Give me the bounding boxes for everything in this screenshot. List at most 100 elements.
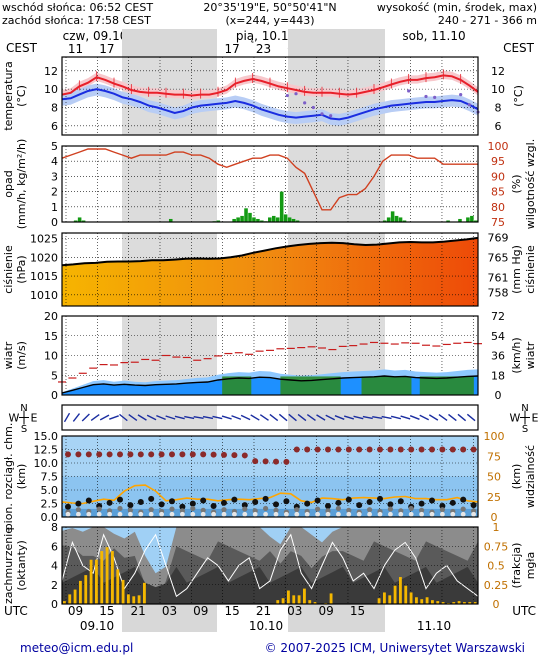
precipitation-bar [446, 220, 450, 222]
fog-dot [273, 511, 279, 517]
low-cloud-bar [73, 589, 77, 604]
high-cloud-base-dot [418, 446, 425, 453]
low-cloud-bar [415, 597, 418, 604]
fog-dot [440, 511, 445, 517]
wind-direction-arrow [119, 413, 128, 422]
y-tick-left: 1015 [30, 270, 58, 283]
high-cloud-base-dot [439, 446, 446, 453]
hour-label-bottom: 21 [256, 604, 271, 618]
cloud-base-dot [429, 497, 435, 504]
axis-title-right: ciśnienie [524, 245, 537, 294]
day-label-top: sob, 11.10 [402, 29, 465, 43]
cloud-base-dot [304, 500, 311, 507]
precipitation-bar [268, 217, 272, 222]
coordinates-text: 20°35'19"E, 50°50'41"N [203, 1, 336, 14]
perceived-temperature-dot [320, 112, 324, 116]
wind-direction-arrow [372, 415, 383, 420]
fog-dot [263, 511, 268, 517]
axis-title: (m/s) [15, 341, 28, 370]
cloud-base-dot [241, 502, 248, 509]
fog-dot [76, 511, 81, 517]
high-cloud-base-dot [148, 451, 155, 458]
low-cloud-base-dot [273, 507, 279, 513]
low-cloud-bar [463, 602, 466, 604]
fog-dot [419, 511, 424, 517]
wind-direction-arrow [231, 415, 242, 420]
high-cloud-base-dot [200, 451, 207, 458]
low-cloud-base-dot [335, 505, 341, 512]
compass-south: S [21, 424, 27, 435]
low-cloud-base-dot [439, 507, 445, 513]
y-tick-left: 5 [51, 369, 58, 382]
hour-label-bottom: 09 [318, 604, 333, 618]
y-tick-right: 100 [488, 140, 509, 153]
time-zone-top-right: CEST [503, 41, 535, 55]
high-cloud-base-dot [106, 451, 113, 458]
night-band-top [288, 29, 385, 57]
y-tick-right: 758 [488, 287, 509, 300]
low-cloud-bar [132, 596, 136, 604]
panel-border [61, 435, 479, 518]
y-tick-left: 5 [51, 140, 58, 153]
low-cloud-bar [431, 600, 434, 604]
precipitation-bar [240, 215, 244, 222]
wind-direction-arrow [174, 415, 185, 420]
y-tick-left: 1020 [30, 251, 58, 264]
wind-direction-arrow [419, 414, 429, 421]
low-cloud-base-dot [179, 508, 185, 514]
precipitation-bar [474, 220, 478, 222]
compass-south: S [522, 424, 528, 435]
axis-title-right: mgła [524, 552, 537, 580]
cloud-base-dot [179, 503, 186, 510]
low-cloud-base-dot [252, 508, 258, 514]
low-cloud-bar [468, 602, 472, 604]
axis-title-right: widzialność [524, 445, 537, 508]
cloud-base-dot [200, 497, 207, 504]
y-tick-right: 72 [491, 310, 505, 323]
y-tick-left: 12.5 [34, 444, 59, 457]
dewpoint-line [61, 88, 479, 121]
cloud-base-dot [65, 503, 71, 510]
wind-direction-arrow [278, 413, 288, 422]
day-label-bottom: 10.10 [249, 619, 283, 633]
y-tick-right: 8 [495, 101, 502, 114]
low-cloud-bar [457, 601, 461, 604]
elevation-values: 240 - 271 - 366 m [438, 14, 537, 27]
night-band-top [122, 29, 217, 57]
y-tick-left: 4 [51, 155, 58, 168]
night-band [288, 146, 385, 222]
fog-dot [148, 511, 154, 517]
low-cloud-base-dot [419, 507, 425, 513]
wind-direction-arrow [109, 415, 119, 420]
perceived-temperature-dot [459, 93, 463, 97]
low-cloud-bar [276, 600, 280, 604]
hour-label-top: 11 [68, 42, 83, 56]
low-cloud-bar [313, 602, 317, 604]
contact-email-link[interactable]: meteo@icm.edu.pl [20, 641, 133, 655]
cloud-base-dot [397, 498, 404, 505]
perceived-temperature-dot [285, 93, 289, 98]
sunrise-text: wschód słońca: 06:52 CEST [2, 1, 153, 14]
low-cloud-bar [111, 551, 114, 604]
y-tick-left: 1010 [30, 289, 58, 302]
fog-dot [304, 511, 310, 517]
wind-direction-arrow [362, 415, 373, 420]
compass-west: W [510, 412, 521, 425]
fog-dot [190, 511, 196, 517]
low-cloud-bar [377, 598, 381, 604]
night-band [122, 146, 217, 222]
low-cloud-bar [89, 559, 93, 604]
time-zone-bottom-right: UTC [512, 604, 536, 618]
low-cloud-base-dot [471, 508, 477, 514]
hour-label-bottom: 15 [225, 604, 240, 618]
wind-gust-zone [280, 376, 341, 395]
high-cloud-base-dot [158, 451, 165, 458]
wind-direction-arrow [250, 414, 260, 421]
wind-direction-arrow [269, 413, 279, 422]
cloud-panel: 0 2 4 6 8 0 0.25 0.5 0.75 1 (frakcja) mgła zachmurze… [2, 521, 537, 611]
compass-west: W [9, 412, 20, 425]
high-cloud-base-dot [221, 451, 227, 458]
wind-direction-arrow [240, 414, 251, 421]
perceived-temperature-dot [303, 101, 307, 105]
